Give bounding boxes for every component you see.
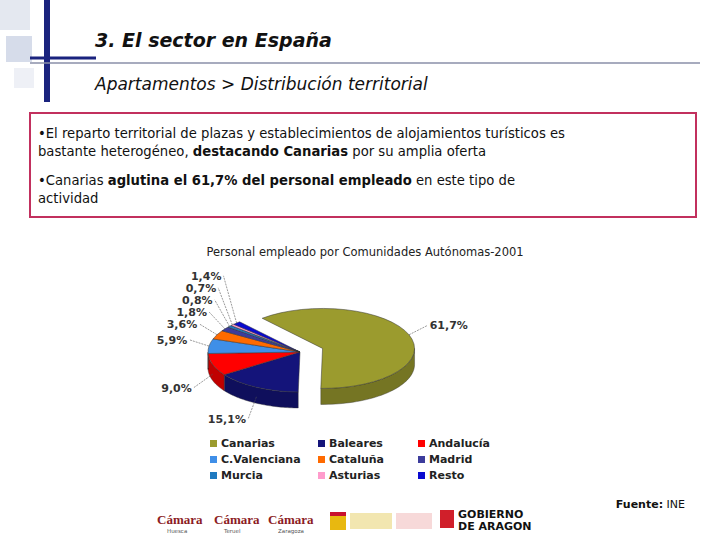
logo-place: Huesca [167,528,187,534]
source: Fuente: INE [616,498,685,511]
data-label: 61,7% [430,319,468,332]
logo-shape [330,512,346,530]
data-label: 5,9% [157,334,188,347]
logo-place: Teruel [223,528,241,534]
logo-name: Cámara [157,512,203,527]
subtitle: Apartamentos > Distribución territorial [94,74,428,94]
deco-bar [44,0,50,102]
page: 3. El sector en España Apartamentos > Dis… [0,0,720,540]
text-run: actividad [38,191,98,206]
legend-label: Murcia [221,469,263,482]
leader-line [248,397,256,419]
data-label: 0,7% [186,282,217,295]
slice [222,327,300,352]
text-run: •El reparto territorial de plazas y esta… [38,126,565,141]
legend-swatch [318,472,325,479]
text-run: por su amplia oferta [348,144,486,159]
text-run: aglutina el 61,7% del personal empleado [108,173,412,188]
legend-label: Resto [429,469,465,482]
legend-label: Canarias [221,437,275,450]
leader-line [189,340,209,346]
data-label: 15,1% [208,413,246,426]
text-line: actividad [38,191,98,206]
data-label: 0,8% [182,294,213,307]
legend: Canarias Baleares Andalucía C.Valenciana Cat… [210,437,490,482]
slice [208,352,300,375]
data-labels: 61,7% 15,1% 9,0% 5,9% 3,6%1,8%0,8%0,7%1,4% [157,270,468,426]
text-run: bastante heterogéneo, [38,144,193,159]
legend-swatch [418,456,425,463]
header-decoration [0,0,700,102]
legend-label: C.Valenciana [221,453,301,466]
logo-shape [330,512,346,516]
data-label: 1,4% [191,270,222,283]
legend-label: Andalucía [429,437,490,450]
legend-swatch [418,440,425,447]
leader-line [194,374,213,387]
slide: 3. El sector en España Apartamentos > Dis… [0,0,720,540]
leader-line [215,300,230,326]
deco-line [30,57,96,60]
plot-area [208,308,415,408]
ministry-logo [330,512,432,530]
text-line: •Canarias aglutina el 61,7% del personal… [38,173,515,188]
data-label: 9,0% [161,382,192,395]
legend-swatch [210,440,217,447]
text-line: bastante heterogéneo, destacando Canaria… [38,144,486,159]
logo-name: Cámara [214,512,260,527]
legend-label: Asturias [329,469,381,482]
legend-swatch [210,456,217,463]
chart-title: Personal empleado por Comunidades Autóno… [206,245,523,259]
legend-label: Baleares [329,437,383,450]
leader-line [218,288,232,325]
logo-shape [396,513,432,529]
logo-name: Cámara [268,512,314,527]
leader-line [223,276,236,323]
legend-label: Cataluña [329,453,384,466]
text-run: •Canarias [38,173,108,188]
legend-swatch [210,472,217,479]
data-label: 1,8% [176,306,207,319]
logo-place: Zaragoza [278,528,304,535]
deco-line [30,62,700,64]
data-label: 3,6% [167,318,198,331]
title: 3. El sector en España [95,29,332,51]
leader-line [199,324,217,335]
text-line: •El reparto territorial de plazas y esta… [38,126,565,141]
source-value: INE [667,498,685,511]
legend-swatch [418,472,425,479]
legend-label: Madrid [429,453,472,466]
deco-square [6,36,32,62]
legend-swatch [318,440,325,447]
deco-square [0,0,30,30]
logo-shape [350,513,392,529]
logo-shape [440,510,454,528]
government-text: DE ARAGON [458,520,532,533]
text-run: destacando Canarias [193,144,348,159]
leader-line [409,325,428,334]
deco-square [14,68,34,88]
text-run: en este tipo de [412,173,515,188]
source-label: Fuente: [616,498,663,511]
legend-swatch [318,456,325,463]
slice [234,322,300,352]
text-box [30,113,696,217]
